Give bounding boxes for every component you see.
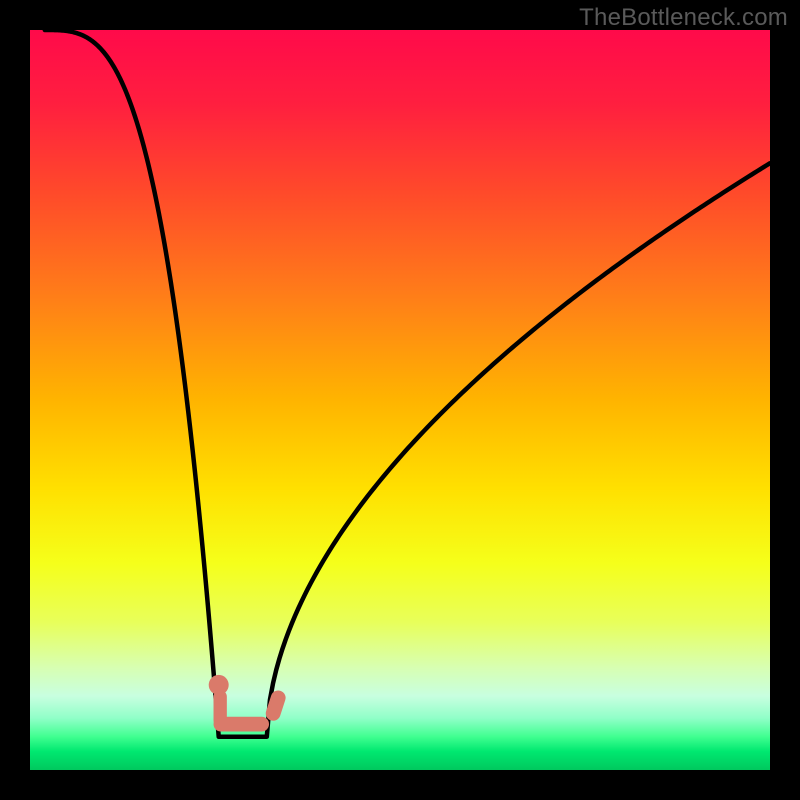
plot-area: [30, 30, 770, 770]
chart-frame: TheBottleneck.com: [0, 0, 800, 800]
watermark-text: TheBottleneck.com: [579, 4, 788, 32]
plot-svg: [30, 30, 770, 770]
